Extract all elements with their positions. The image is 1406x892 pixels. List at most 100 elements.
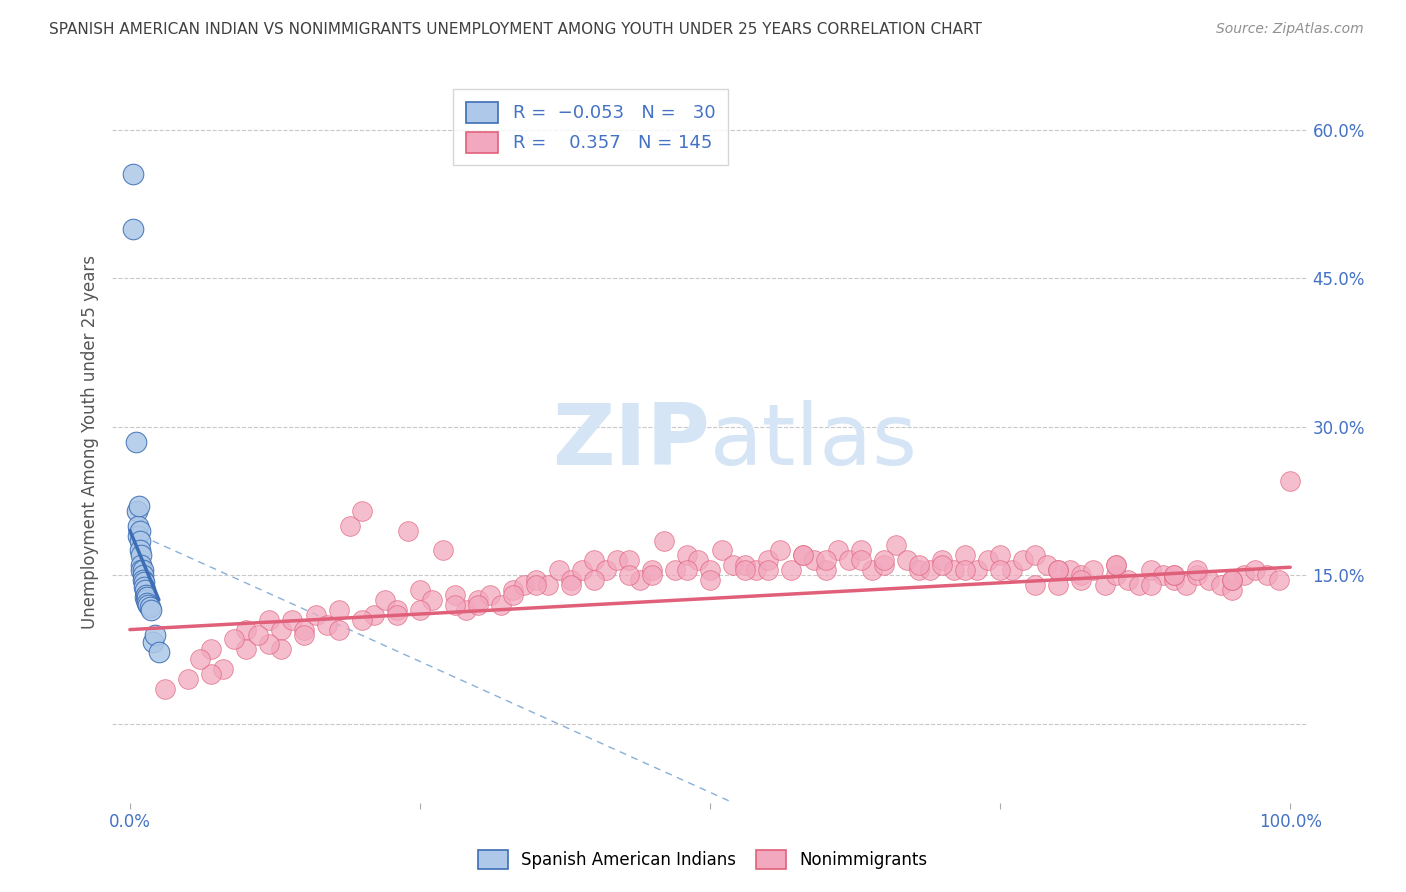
Text: atlas: atlas xyxy=(710,400,918,483)
Point xyxy=(896,553,918,567)
Point xyxy=(884,539,907,553)
Point xyxy=(849,553,872,567)
Point xyxy=(606,553,628,567)
Text: Source: ZipAtlas.com: Source: ZipAtlas.com xyxy=(1216,22,1364,37)
Point xyxy=(257,637,280,651)
Point xyxy=(756,563,779,577)
Point xyxy=(1187,563,1209,577)
Point xyxy=(136,590,159,604)
Point xyxy=(148,645,170,659)
Point xyxy=(200,642,222,657)
Point xyxy=(1163,568,1185,582)
Point xyxy=(127,518,149,533)
Point xyxy=(908,558,931,573)
Point xyxy=(145,627,167,641)
Point xyxy=(1059,563,1081,577)
Point xyxy=(1140,578,1163,592)
Point xyxy=(224,632,246,647)
Point xyxy=(628,573,651,587)
Point xyxy=(467,598,489,612)
Point xyxy=(467,593,489,607)
Point xyxy=(131,558,153,573)
Point xyxy=(560,573,582,587)
Point xyxy=(769,543,792,558)
Point xyxy=(792,549,814,563)
Point xyxy=(1070,573,1092,587)
Point xyxy=(1024,578,1046,592)
Point xyxy=(131,563,153,577)
Point xyxy=(1233,568,1256,582)
Point xyxy=(135,593,157,607)
Point xyxy=(292,627,315,641)
Point xyxy=(489,598,512,612)
Point xyxy=(908,563,931,577)
Point xyxy=(131,573,153,587)
Point xyxy=(641,563,664,577)
Point xyxy=(955,563,977,577)
Point xyxy=(745,563,768,577)
Point xyxy=(1267,573,1289,587)
Point xyxy=(122,221,145,235)
Point xyxy=(132,580,155,594)
Point xyxy=(363,607,385,622)
Point xyxy=(1209,578,1232,592)
Point xyxy=(328,623,350,637)
Point xyxy=(815,563,838,577)
Text: SPANISH AMERICAN INDIAN VS NONIMMIGRANTS UNEMPLOYMENT AMONG YOUTH UNDER 25 YEARS: SPANISH AMERICAN INDIAN VS NONIMMIGRANTS… xyxy=(49,22,981,37)
Point xyxy=(127,528,149,542)
Point xyxy=(138,599,160,614)
Point xyxy=(524,573,547,587)
Point xyxy=(873,558,896,573)
Point xyxy=(723,558,745,573)
Point xyxy=(513,578,536,592)
Point xyxy=(129,533,152,548)
Point xyxy=(257,613,280,627)
Point xyxy=(560,578,582,592)
Point xyxy=(862,563,884,577)
Legend: Spanish American Indians, Nonimmigrants: Spanish American Indians, Nonimmigrants xyxy=(468,840,938,880)
Legend: R =  −0.053   N =   30, R =    0.357   N = 145: R = −0.053 N = 30, R = 0.357 N = 145 xyxy=(453,89,728,165)
Point xyxy=(675,549,697,563)
Point xyxy=(1220,582,1243,597)
Point xyxy=(432,543,454,558)
Point xyxy=(1047,578,1070,592)
Point xyxy=(699,573,721,587)
Point xyxy=(1187,568,1209,582)
Point xyxy=(931,558,953,573)
Point xyxy=(281,613,304,627)
Point xyxy=(153,681,176,696)
Point xyxy=(524,578,547,592)
Point xyxy=(1279,474,1302,488)
Point xyxy=(1220,573,1243,587)
Point xyxy=(955,549,977,563)
Point xyxy=(443,588,465,602)
Point xyxy=(1070,568,1092,582)
Point xyxy=(792,549,814,563)
Point xyxy=(350,504,373,518)
Point xyxy=(125,434,148,449)
Point xyxy=(617,568,640,582)
Point xyxy=(1128,578,1150,592)
Point xyxy=(803,553,825,567)
Point xyxy=(131,568,153,582)
Point xyxy=(135,588,157,602)
Point xyxy=(270,623,292,637)
Point xyxy=(177,672,200,686)
Point xyxy=(235,623,257,637)
Point xyxy=(188,652,211,666)
Point xyxy=(1047,563,1070,577)
Point xyxy=(235,642,257,657)
Point xyxy=(1174,578,1197,592)
Point xyxy=(873,553,896,567)
Point xyxy=(617,553,640,567)
Point xyxy=(1152,568,1174,582)
Point xyxy=(548,563,571,577)
Point xyxy=(675,563,697,577)
Point xyxy=(780,563,803,577)
Point xyxy=(1105,568,1128,582)
Point xyxy=(838,553,860,567)
Point xyxy=(1094,578,1116,592)
Point xyxy=(931,553,953,567)
Point xyxy=(1244,563,1267,577)
Point xyxy=(131,563,153,577)
